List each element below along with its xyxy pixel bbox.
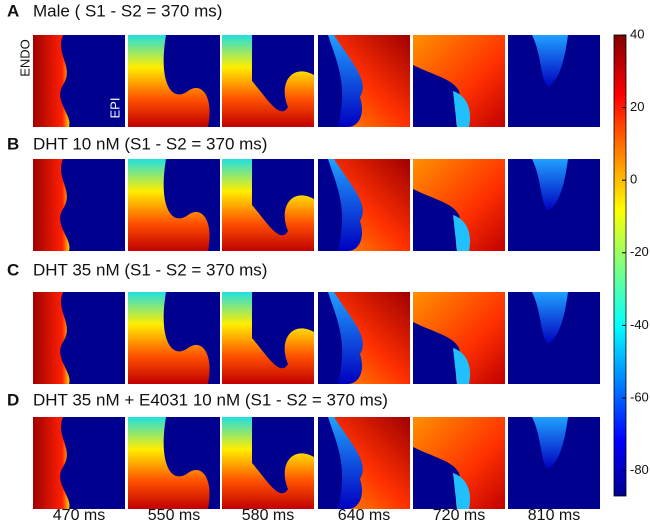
- snapshot: [508, 35, 600, 127]
- wave-region: [33, 159, 70, 251]
- wave-region: [453, 348, 471, 384]
- colorbar-tick-label: -80: [630, 462, 649, 477]
- wave-region: [252, 35, 314, 112]
- snapshot: [413, 292, 505, 384]
- snapshot: [128, 35, 220, 127]
- panel-letter: D: [7, 390, 19, 409]
- wave-region: [453, 215, 471, 251]
- colorbar-tick-label: -20: [630, 244, 649, 259]
- time-label: 720 ms: [433, 507, 485, 524]
- wave-region: [532, 159, 568, 211]
- endo-label: ENDO: [17, 39, 32, 77]
- wave-region: [532, 35, 568, 87]
- colorbar: [613, 34, 627, 497]
- wave-region: [453, 91, 471, 127]
- wave-region: [413, 322, 460, 384]
- snapshot: [128, 159, 220, 251]
- wave-region: [252, 159, 314, 236]
- snapshot: [413, 35, 505, 127]
- wave-region: [252, 292, 314, 369]
- wave-region: [318, 292, 343, 384]
- snapshot: [318, 35, 410, 127]
- wave-region: [33, 35, 70, 127]
- wave-region: [163, 159, 220, 251]
- time-label: 640 ms: [338, 507, 390, 524]
- colorbar-tick-label: -60: [630, 389, 649, 404]
- panel-title: Male ( S1 - S2 = 370 ms): [33, 1, 222, 20]
- colorbar-tick-label: 0: [630, 172, 637, 187]
- wave-region: [532, 292, 568, 344]
- snapshot: [128, 417, 220, 509]
- panel-title: DHT 35 nM + E4031 10 nM (S1 - S2 = 370 m…: [33, 390, 388, 409]
- time-label: 550 ms: [148, 507, 200, 524]
- snapshot: [413, 159, 505, 251]
- snapshot: [128, 292, 220, 384]
- wave-region: [163, 292, 220, 384]
- wave-region: [33, 292, 70, 384]
- wave-region: [318, 35, 343, 127]
- epi-label: EPI: [107, 98, 122, 119]
- snapshot: [508, 417, 600, 509]
- snapshot: [33, 35, 125, 127]
- colorbar-tick-label: 40: [630, 26, 644, 41]
- panel-title: DHT 35 nM (S1 - S2 = 370 ms): [33, 260, 267, 279]
- wave-region: [413, 189, 460, 251]
- snapshot: [508, 159, 600, 251]
- panel-title: DHT 10 nM (S1 - S2 = 370 ms): [33, 134, 267, 153]
- snapshot: [222, 292, 314, 384]
- time-label: 470 ms: [53, 507, 105, 524]
- snapshot: [222, 159, 314, 251]
- snapshot: [33, 292, 125, 384]
- wave-region: [453, 473, 471, 509]
- snapshot: [318, 292, 410, 384]
- snapshot: [222, 417, 314, 509]
- snapshot: [413, 417, 505, 509]
- colorbar-tick-label: 20: [630, 99, 644, 114]
- wave-region: [532, 417, 568, 469]
- snapshot: [318, 417, 410, 509]
- wave-region: [163, 35, 220, 127]
- wave-region: [413, 65, 460, 127]
- snapshot: [33, 159, 125, 251]
- panel-letter: C: [7, 260, 19, 279]
- colorbar-tick-label: -40: [630, 317, 649, 332]
- wave-region: [413, 447, 460, 509]
- snapshot: [318, 159, 410, 251]
- snapshot: [33, 417, 125, 509]
- wave-region: [252, 417, 314, 494]
- snapshot: [222, 35, 314, 127]
- snapshot: [508, 292, 600, 384]
- panel-letter: B: [7, 134, 19, 153]
- panel-letter: A: [7, 1, 19, 20]
- wave-region: [163, 417, 220, 509]
- time-label: 580 ms: [242, 507, 294, 524]
- time-label: 810 ms: [528, 507, 580, 524]
- wave-region: [318, 159, 343, 251]
- wave-region: [33, 417, 70, 509]
- wave-region: [318, 417, 343, 509]
